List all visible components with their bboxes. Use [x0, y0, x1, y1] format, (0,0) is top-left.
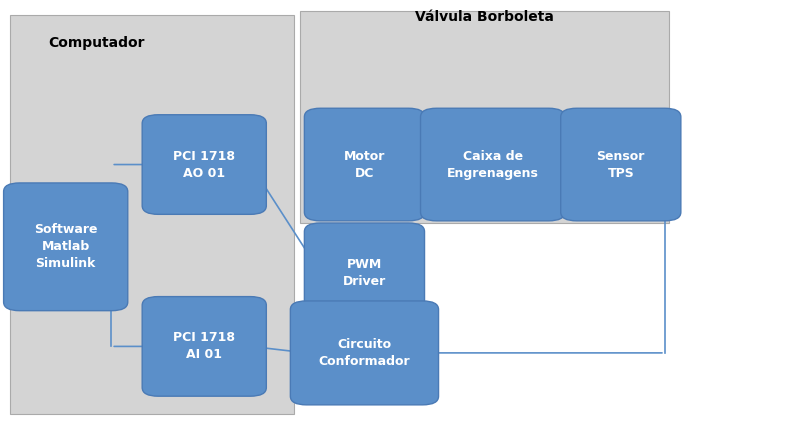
Text: Motor
DC: Motor DC	[344, 149, 385, 180]
Text: Válvula Borboleta: Válvula Borboleta	[415, 10, 554, 24]
Text: Caixa de
Engrenagens: Caixa de Engrenagens	[447, 149, 538, 180]
Text: Computador: Computador	[48, 36, 144, 50]
Text: PCI 1718
AO 01: PCI 1718 AO 01	[173, 149, 235, 180]
FancyBboxPatch shape	[304, 108, 425, 221]
Text: Circuito
Conformador: Circuito Conformador	[319, 338, 410, 368]
FancyBboxPatch shape	[304, 223, 425, 323]
FancyBboxPatch shape	[10, 15, 294, 414]
Text: PCI 1718
AI 01: PCI 1718 AI 01	[173, 331, 235, 362]
FancyBboxPatch shape	[300, 11, 669, 223]
FancyBboxPatch shape	[4, 183, 128, 311]
Text: Sensor
TPS: Sensor TPS	[597, 149, 645, 180]
FancyBboxPatch shape	[143, 297, 267, 396]
Text: PWM
Driver: PWM Driver	[343, 258, 386, 288]
FancyBboxPatch shape	[143, 115, 267, 214]
FancyBboxPatch shape	[291, 301, 439, 405]
FancyBboxPatch shape	[561, 108, 681, 221]
Text: Software
Matlab
Simulink: Software Matlab Simulink	[34, 223, 98, 270]
FancyBboxPatch shape	[421, 108, 565, 221]
